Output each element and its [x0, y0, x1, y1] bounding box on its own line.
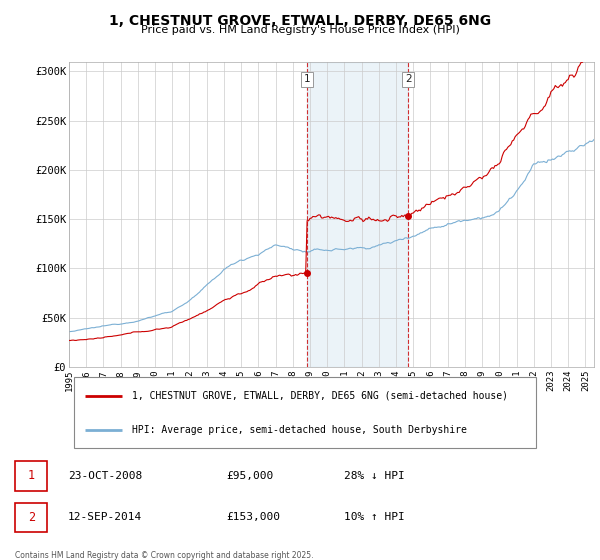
Text: 28% ↓ HPI: 28% ↓ HPI [344, 471, 405, 481]
FancyBboxPatch shape [15, 502, 47, 532]
Text: 1, CHESTNUT GROVE, ETWALL, DERBY, DE65 6NG: 1, CHESTNUT GROVE, ETWALL, DERBY, DE65 6… [109, 14, 491, 28]
Text: 1: 1 [304, 74, 310, 85]
Text: 12-SEP-2014: 12-SEP-2014 [68, 512, 142, 522]
Text: £95,000: £95,000 [227, 471, 274, 481]
Text: 23-OCT-2008: 23-OCT-2008 [68, 471, 142, 481]
FancyBboxPatch shape [15, 461, 47, 491]
Text: Price paid vs. HM Land Registry's House Price Index (HPI): Price paid vs. HM Land Registry's House … [140, 25, 460, 35]
Text: Contains HM Land Registry data © Crown copyright and database right 2025.: Contains HM Land Registry data © Crown c… [15, 550, 313, 559]
FancyBboxPatch shape [74, 377, 536, 448]
Text: £153,000: £153,000 [227, 512, 281, 522]
Text: 2: 2 [28, 511, 35, 524]
Text: 1, CHESTNUT GROVE, ETWALL, DERBY, DE65 6NG (semi-detached house): 1, CHESTNUT GROVE, ETWALL, DERBY, DE65 6… [132, 391, 508, 400]
Text: 10% ↑ HPI: 10% ↑ HPI [344, 512, 405, 522]
Text: 2: 2 [405, 74, 412, 85]
Bar [307, 62, 408, 367]
Text: 1: 1 [28, 469, 35, 482]
Text: HPI: Average price, semi-detached house, South Derbyshire: HPI: Average price, semi-detached house,… [132, 426, 467, 435]
